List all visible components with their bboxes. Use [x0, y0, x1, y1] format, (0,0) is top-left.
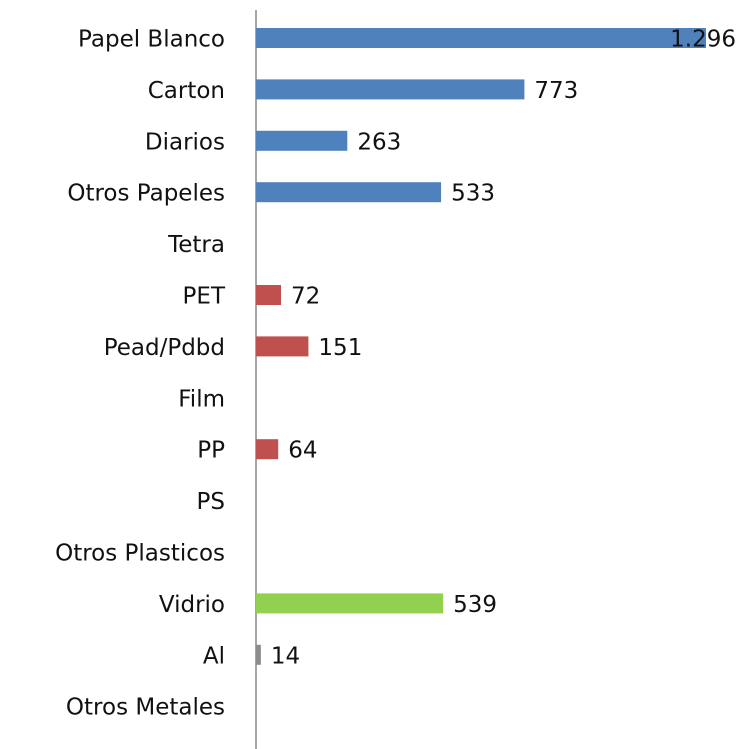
value-label: 1.296: [670, 27, 736, 53]
category-label: Otros Plasticos: [55, 541, 225, 567]
value-label: 151: [318, 335, 362, 361]
value-label: 64: [288, 438, 317, 464]
category-label: Vidrio: [159, 592, 225, 618]
bar: [256, 130, 348, 151]
category-label: Al: [203, 643, 225, 669]
value-label: 263: [357, 129, 401, 155]
value-label: 72: [291, 284, 320, 310]
bar: [256, 285, 281, 305]
category-label: Carton: [148, 78, 225, 104]
category-label: Papel Blanco: [78, 27, 225, 53]
category-label: PS: [197, 489, 225, 515]
bar: [256, 28, 706, 48]
category-label: Diarios: [145, 129, 225, 155]
category-label: PET: [183, 284, 226, 310]
value-label: 533: [451, 181, 495, 207]
bar: [256, 439, 279, 460]
bar: [256, 644, 261, 665]
category-label: Tetra: [167, 232, 225, 258]
category-label: Otros Metales: [66, 695, 225, 721]
category-label: Pead/Pdbd: [104, 335, 225, 361]
bar: [256, 336, 309, 357]
category-label: PP: [197, 438, 225, 464]
bar: [256, 79, 525, 100]
bar: [256, 593, 444, 614]
category-label: Film: [178, 386, 225, 412]
value-label: 773: [534, 78, 578, 104]
category-label: Otros Papeles: [67, 181, 225, 207]
value-label: 539: [453, 592, 497, 618]
value-label: 14: [271, 643, 300, 669]
bar: [256, 182, 442, 203]
